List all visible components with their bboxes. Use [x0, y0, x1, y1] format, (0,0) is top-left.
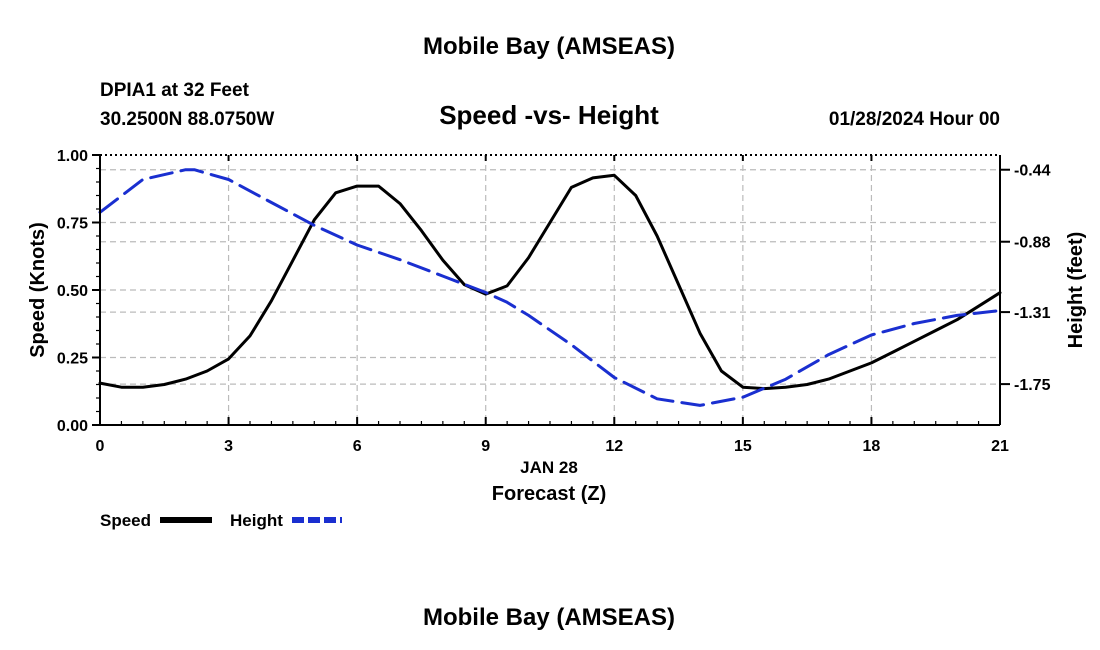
y2-tick-label: -0.88 — [1014, 235, 1051, 252]
axis-ticks: 0 3 6 9 12 15 18 21 0.00 0.25 0.50 0.75 1.00 -0.44 -0.… — [57, 148, 1051, 455]
forecast-time: 01/28/2024 Hour 00 — [829, 109, 1000, 130]
grid-lines — [100, 155, 1000, 425]
legend-speed-label: Speed — [100, 511, 151, 530]
x-tick-label: 15 — [734, 438, 752, 455]
series-speed-line — [98, 173, 1002, 391]
y2-tick-label: -1.31 — [1014, 305, 1051, 322]
top-title: Mobile Bay (AMSEAS) — [423, 33, 675, 60]
chart-title: Speed -vs- Height — [439, 100, 659, 130]
x-tick-label: 21 — [991, 438, 1009, 455]
x-date-label: JAN 28 — [520, 458, 578, 477]
x-tick-label: 6 — [353, 438, 362, 455]
station-name: DPIA1 at 32 Feet — [100, 80, 250, 101]
station-coordinates: 30.2500N 88.0750W — [100, 109, 274, 130]
y-tick-label: 0.50 — [57, 283, 88, 300]
x-tick-label: 3 — [224, 438, 233, 455]
x-tick-label: 12 — [605, 438, 623, 455]
bottom-title: Mobile Bay (AMSEAS) — [423, 604, 675, 631]
y2-axis-title: Height (feet) — [1065, 232, 1087, 349]
legend-height-label: Height — [230, 511, 283, 530]
series-layer — [98, 168, 1002, 407]
x-axis-title: Forecast (Z) — [492, 483, 606, 505]
y2-tick-label: -1.75 — [1014, 377, 1051, 394]
y-tick-label: 1.00 — [57, 148, 88, 165]
series-height-line — [98, 168, 1002, 407]
x-tick-label: 18 — [863, 438, 881, 455]
legend: Speed Height — [100, 511, 342, 530]
y-tick-label: 0.75 — [57, 216, 88, 233]
y-tick-label: 0.25 — [57, 351, 88, 368]
y2-tick-label: -0.44 — [1014, 163, 1051, 180]
y-tick-label: 0.00 — [57, 418, 88, 435]
x-tick-label: 9 — [481, 438, 490, 455]
y-axis-title: Speed (Knots) — [27, 222, 49, 358]
x-tick-label: 0 — [96, 438, 105, 455]
